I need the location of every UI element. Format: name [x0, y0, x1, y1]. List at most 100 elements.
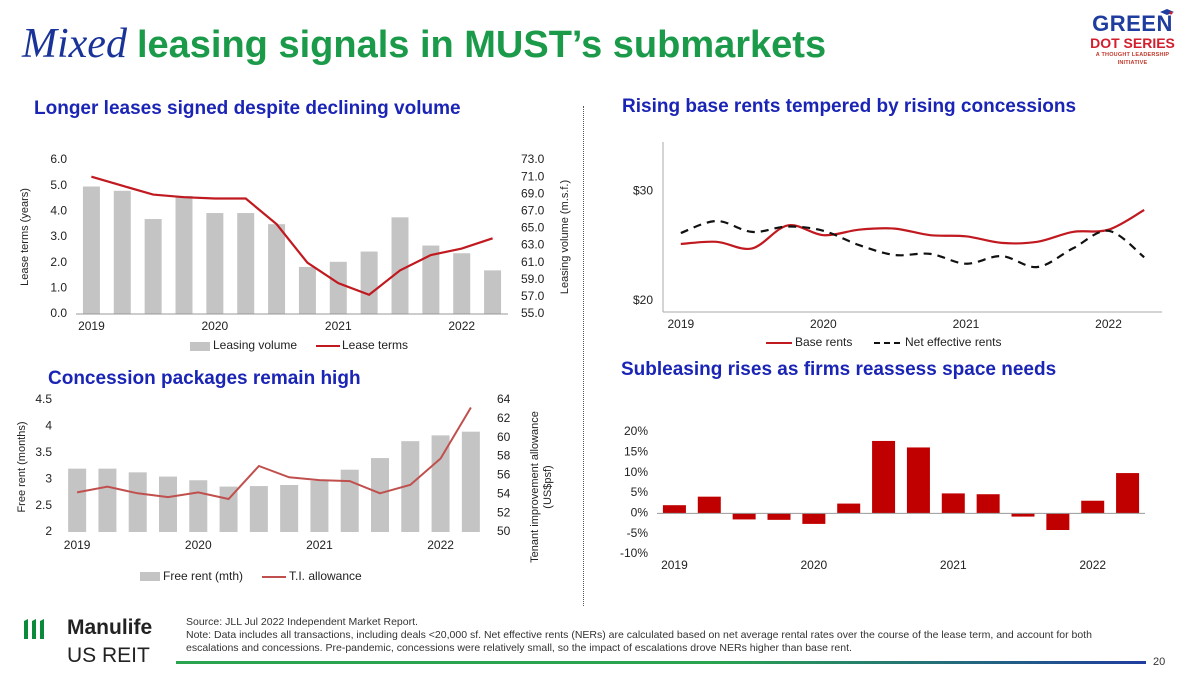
bar-free-rent	[68, 468, 87, 532]
bar-free-rent	[98, 468, 117, 532]
bar-leasing-volume	[237, 213, 255, 314]
x-tick-label: 2020	[801, 558, 828, 572]
bar-free-rent	[401, 441, 420, 532]
x-tick-label: 2021	[953, 317, 980, 331]
y2-axis-label-line-2: (US$psf)	[542, 465, 554, 508]
bar-free-rent	[310, 480, 329, 532]
x-tick-label: 2019	[78, 319, 105, 333]
bar-subleasing	[732, 513, 756, 520]
bar-subleasing	[767, 513, 791, 520]
graduation-cap-icon	[1160, 9, 1174, 15]
bar-leasing-volume	[484, 270, 502, 314]
y-axis-label: Free rent (months)	[16, 421, 28, 512]
x-tick-label: 2021	[306, 538, 333, 552]
x-tick-label: 2019	[667, 317, 694, 331]
note-text: Note: Data includes all transactions, in…	[186, 629, 1092, 654]
page-title-emphasis: Mixed	[22, 21, 127, 67]
y-tick-label: 2.0	[50, 255, 67, 269]
bar-leasing-volume	[329, 261, 347, 314]
bar-leasing-volume	[298, 266, 316, 314]
logo-line-1: GREEN	[1092, 11, 1173, 36]
chart-2-title: Rising base rents tempered by rising con…	[622, 96, 1077, 117]
brand-subtitle: US REIT	[67, 644, 150, 667]
chart-3-title: Concession packages remain high	[48, 368, 361, 389]
line-net-effective-rents	[680, 219, 1145, 269]
x-tick-label: 2022	[1095, 317, 1122, 331]
y-tick-label: 15%	[624, 445, 648, 459]
bar-free-rent	[249, 486, 268, 532]
y-tick-label: 5.0	[50, 178, 67, 192]
y2-tick-label: 63.0	[521, 238, 545, 252]
y-tick-label: 10%	[624, 465, 648, 479]
x-tick-label: 2020	[185, 538, 212, 552]
bar-leasing-volume	[144, 219, 162, 314]
legend-label-free-rent: Free rent (mth)	[163, 569, 243, 583]
bar-leasing-volume	[453, 253, 471, 314]
y-tick-label: -10%	[620, 546, 648, 560]
y2-tick-label: 57.0	[521, 289, 545, 303]
x-tick-label: 2019	[64, 538, 91, 552]
y-tick-label: 0.0	[50, 306, 67, 320]
source-text: Source: JLL Jul 2022 Independent Market …	[186, 616, 418, 628]
panel-divider	[583, 106, 584, 606]
y2-tick-label: 60	[497, 430, 511, 444]
y-axis-label: Lease terms (years)	[19, 188, 31, 286]
x-tick-label: 2022	[1079, 558, 1106, 572]
logo-line-2: DOT SERIES	[1090, 35, 1175, 51]
bar-leasing-volume	[422, 245, 440, 314]
bar-leasing-volume	[391, 217, 409, 314]
y-tick-label: 4.0	[50, 204, 67, 218]
bar-subleasing	[662, 505, 686, 514]
source-note: Source: JLL Jul 2022 Independent Market …	[186, 616, 1146, 655]
y-tick-label: $30	[633, 184, 653, 198]
bar-subleasing	[1081, 500, 1105, 514]
page-title-rest: leasing signals in MUST’s submarkets	[136, 24, 827, 66]
x-tick-label: 2020	[202, 319, 229, 333]
y-tick-label: -5%	[627, 526, 649, 540]
bar-free-rent	[280, 485, 299, 532]
y2-tick-label: 52	[497, 505, 511, 519]
bar-free-rent	[189, 480, 208, 532]
legend-swatch-leasing-volume	[190, 342, 210, 351]
legend-label-lease-terms: Lease terms	[342, 338, 408, 352]
y2-tick-label: 54	[497, 486, 511, 500]
y2-tick-label: 50	[497, 524, 511, 538]
bar-free-rent	[159, 476, 177, 532]
y-tick-label: 2.5	[35, 498, 52, 512]
y2-tick-label: 71.0	[521, 169, 545, 183]
brand-name: Manulife	[67, 616, 153, 639]
legend-label-base-rents: Base rents	[795, 335, 852, 349]
footer-rule	[176, 661, 1146, 664]
y2-axis-label: Leasing volume (m.s.f.)	[559, 180, 571, 294]
bar-free-rent	[431, 435, 450, 532]
y-tick-label: 3	[45, 471, 52, 485]
bar-subleasing	[1011, 513, 1035, 517]
x-tick-label: 2020	[810, 317, 837, 331]
chart-1-title: Longer leases signed despite declining v…	[34, 98, 461, 119]
y2-tick-label: 69.0	[521, 186, 545, 200]
y-tick-label: 4	[45, 419, 52, 433]
logo-line-3: A THOUGHT LEADERSHIP INITIATIVE	[1095, 52, 1170, 66]
y2-tick-label: 58	[497, 449, 511, 463]
y-tick-label: 6.0	[50, 152, 67, 166]
bar-subleasing	[906, 447, 930, 514]
bar-subleasing	[837, 503, 861, 514]
bar-free-rent	[371, 458, 389, 532]
line-lease-terms	[91, 175, 493, 297]
bar-subleasing	[697, 496, 721, 514]
bar-subleasing	[802, 513, 826, 524]
y2-tick-label: 73.0	[521, 152, 545, 166]
bar-subleasing	[1046, 513, 1070, 531]
y-tick-label: 2	[45, 524, 52, 538]
y2-tick-label: 56	[497, 468, 511, 482]
y2-tick-label: 64	[497, 392, 511, 406]
line-ti-allowance	[76, 406, 472, 501]
bar-leasing-volume	[268, 224, 286, 314]
bar-leasing-volume	[82, 186, 100, 314]
y2-tick-label: 61.0	[521, 255, 545, 269]
y2-tick-label: 67.0	[521, 204, 545, 218]
bar-free-rent	[461, 431, 480, 532]
y2-axis-label-line-1: Tenant improvement allowance	[529, 411, 541, 563]
bar-free-rent	[340, 469, 359, 532]
